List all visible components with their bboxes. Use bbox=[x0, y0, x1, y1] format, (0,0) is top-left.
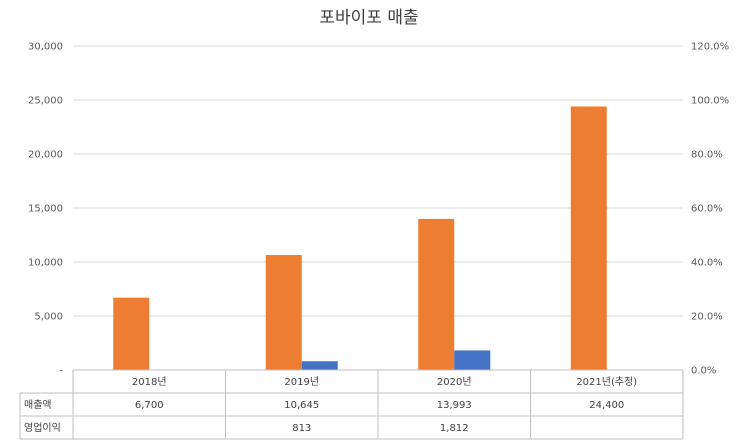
bars bbox=[113, 106, 607, 370]
chart-title: 포바이포 매출 bbox=[319, 8, 418, 28]
data-label: 6,700 bbox=[135, 400, 164, 411]
y2-tick-label: 60.0% bbox=[691, 204, 723, 215]
category-label: 2018년 bbox=[132, 376, 167, 388]
bar-revenue bbox=[113, 297, 150, 370]
secondary-y-axis: 0.0% 20.0% 40.0% 60.0% 80.0% 100.0% 120.0% bbox=[691, 42, 729, 377]
bar-revenue bbox=[570, 106, 607, 370]
series-label: 매출액 bbox=[24, 399, 52, 411]
bar-revenue bbox=[265, 255, 302, 370]
y2-tick-label: 0.0% bbox=[691, 366, 716, 377]
category-label: 2019년 bbox=[284, 376, 319, 388]
data-label: 1,812 bbox=[440, 423, 469, 434]
y-tick-label: - bbox=[59, 366, 63, 377]
y-tick-label: 5,000 bbox=[34, 312, 63, 323]
y-tick-label: 15,000 bbox=[28, 204, 63, 215]
data-label: 13,993 bbox=[437, 400, 472, 411]
y-tick-label: 10,000 bbox=[28, 258, 63, 269]
bar-revenue bbox=[418, 218, 455, 370]
y2-tick-label: 80.0% bbox=[691, 150, 723, 161]
category-label: 2020년 bbox=[437, 376, 472, 388]
data-label: 10,645 bbox=[284, 400, 319, 411]
bar-operating-profit bbox=[454, 350, 491, 370]
y-tick-label: 30,000 bbox=[28, 42, 63, 53]
y-tick-label: 20,000 bbox=[28, 150, 63, 161]
data-label: 813 bbox=[292, 423, 311, 434]
y2-tick-label: 100.0% bbox=[691, 96, 729, 107]
category-label: 2021년(추정) bbox=[576, 376, 637, 388]
y2-tick-label: 40.0% bbox=[691, 258, 723, 269]
y-tick-label: 25,000 bbox=[28, 96, 63, 107]
y-axis: - 5,000 10,000 15,000 20,000 25,000 30,000 bbox=[28, 42, 63, 377]
series-label: 영업이익 bbox=[24, 421, 61, 434]
y2-tick-label: 20.0% bbox=[691, 312, 723, 323]
y2-tick-label: 120.0% bbox=[691, 42, 729, 53]
bar-operating-profit bbox=[301, 361, 338, 370]
data-label: 24,400 bbox=[589, 400, 624, 411]
data-table: 2018년 2019년 2020년 2021년(추정) 매출액 6,700 10,645 13… bbox=[19, 369, 684, 440]
